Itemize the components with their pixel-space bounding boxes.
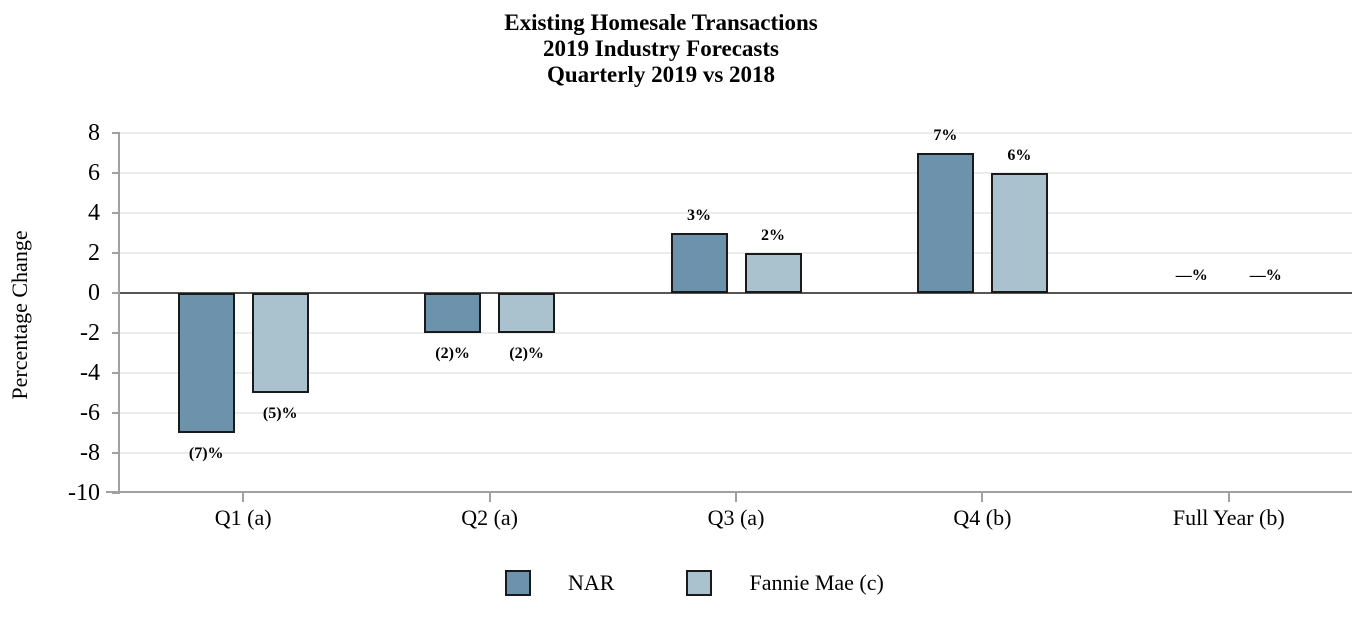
x-category-label: Q1 (a) — [214, 505, 272, 530]
legend-swatch-icon — [686, 570, 713, 596]
y-axis-tick — [112, 332, 120, 334]
y-axis-tick-label: -6 — [80, 400, 100, 426]
bar-fannie-mae-c-3 — [744, 253, 802, 293]
y-axis-tick-label: -10 — [68, 480, 100, 506]
y-axis-tick — [112, 172, 120, 174]
x-category-label: Full Year (b) — [1172, 505, 1285, 530]
y-axis-tick-label: 6 — [88, 160, 100, 186]
zero-baseline — [120, 292, 1352, 294]
y-axis-title: Percentage Change — [7, 230, 32, 400]
bar-value-label: 7% — [933, 127, 958, 144]
gridline-y-6 — [120, 412, 1352, 414]
x-category-label: Q2 (a) — [461, 505, 518, 530]
bar-nar-1 — [177, 293, 235, 433]
chart-title-line-3: Quarterly 2019 vs 2018 — [546, 62, 776, 87]
x-axis-tick — [1227, 493, 1230, 502]
bar-fannie-mae-c-4 — [990, 173, 1048, 293]
y-axis-tick — [112, 132, 120, 134]
legend: NAR Fannie Mae (c) — [505, 570, 884, 596]
bar-fannie-mae-c-1 — [251, 293, 309, 393]
bar-value-label: (2)% — [509, 345, 544, 362]
y-axis-line — [118, 133, 120, 492]
bar-nar-2 — [424, 293, 482, 333]
bar-nar-4 — [916, 153, 974, 293]
legend-label: Fannie Mae (c) — [749, 570, 884, 595]
y-axis-tick-label: -8 — [80, 440, 100, 466]
y-axis-tick — [112, 452, 120, 454]
bar-fannie-mae-c-2 — [498, 293, 556, 333]
x-axis-tick — [981, 493, 984, 502]
bar-value-label: 2% — [761, 227, 785, 244]
x-axis-line — [106, 491, 1352, 493]
bar-value-label: 6% — [1007, 147, 1032, 164]
bar-nar-3 — [670, 233, 728, 293]
gridline-y2 — [120, 252, 1352, 254]
y-axis-tick — [112, 252, 120, 254]
gridline-y8 — [120, 132, 1352, 134]
legend-swatch-icon — [505, 570, 531, 596]
gridline-y-8 — [120, 452, 1352, 454]
y-axis-tick — [112, 292, 120, 294]
bar-value-label: —% — [1249, 267, 1282, 284]
gridline-y4 — [120, 212, 1352, 214]
y-axis-tick-label: 0 — [88, 280, 100, 306]
x-axis-tick — [242, 493, 245, 502]
bar-value-label: (7)% — [188, 445, 224, 462]
chart-title-line-1: Existing Homesale Transactions — [504, 10, 818, 35]
y-axis-tick-label: 4 — [88, 200, 100, 226]
chart-title-line-2: 2019 Industry Forecasts — [543, 36, 779, 61]
bar-value-label: (5)% — [262, 405, 298, 422]
x-axis-tick — [735, 493, 737, 502]
y-axis-tick — [112, 372, 120, 374]
bar-value-label: (2)% — [435, 345, 470, 362]
x-axis-tick — [488, 493, 491, 502]
y-axis-tick-label: 8 — [88, 120, 100, 146]
y-axis-tick-label: -4 — [80, 360, 100, 386]
chart-title: Existing Homesale Transactions 2019 Indu… — [0, 10, 1322, 88]
gridline-y-2 — [120, 332, 1352, 334]
x-category-label: Q3 (a) — [707, 505, 765, 530]
y-axis-tick — [112, 492, 120, 494]
bar-value-label: 3% — [687, 207, 711, 224]
y-axis-tick — [112, 412, 120, 414]
y-axis-tick — [112, 212, 120, 214]
y-axis-tick-label: 2 — [88, 240, 100, 266]
y-axis-tick-label: -2 — [80, 320, 100, 346]
bar-value-label: —% — [1175, 267, 1208, 284]
x-category-label: Q4 (b) — [953, 505, 1012, 530]
legend-item-nar: NAR — [505, 570, 614, 596]
legend-item-fannie-mae-c: Fannie Mae (c) — [686, 570, 884, 596]
legend-label: NAR — [568, 570, 615, 595]
gridline-y6 — [120, 172, 1352, 174]
gridline-y-4 — [120, 372, 1352, 374]
